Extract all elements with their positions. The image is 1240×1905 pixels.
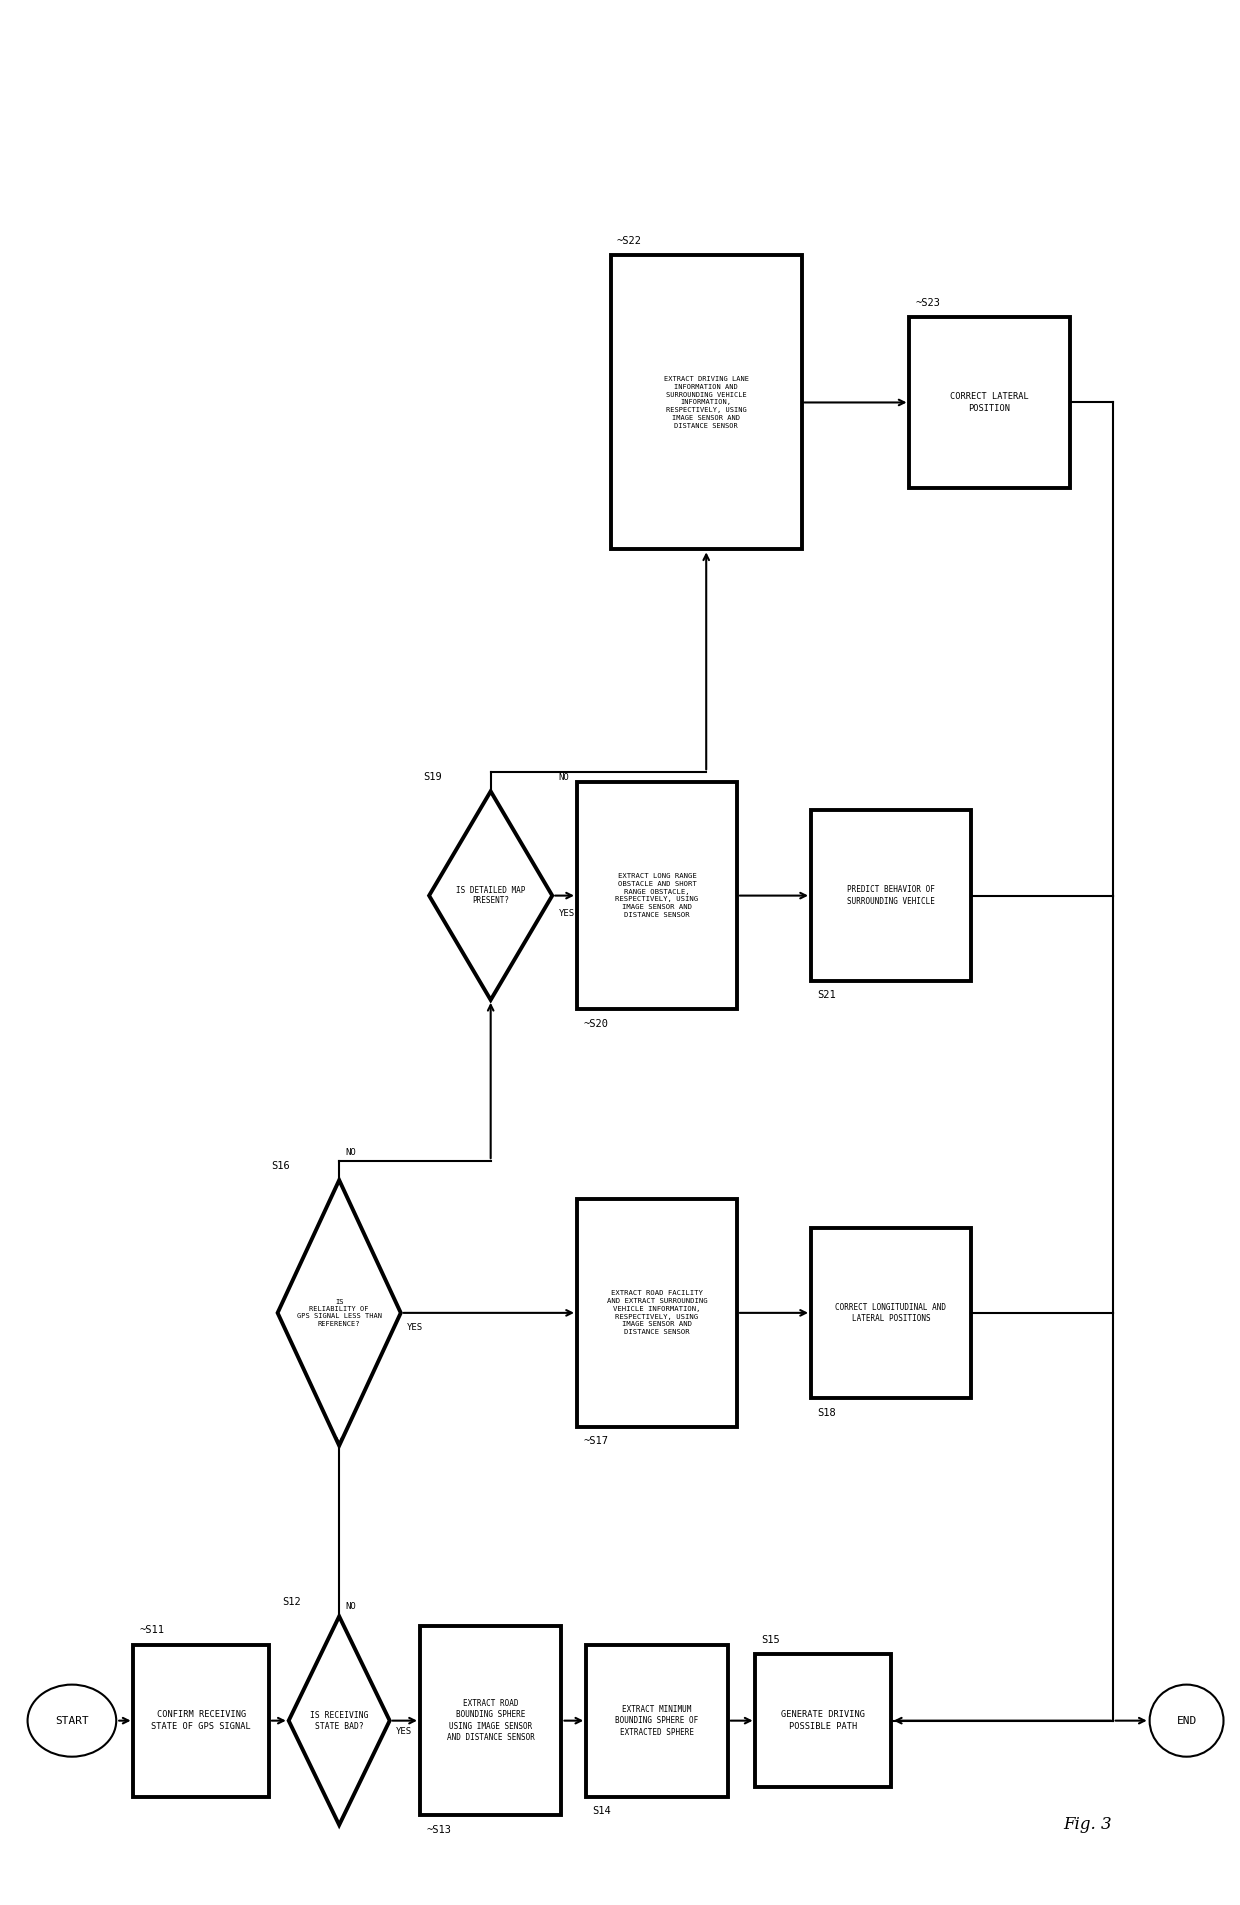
Bar	[587, 1644, 728, 1796]
Bar	[577, 1198, 737, 1427]
Text: START: START	[55, 1716, 89, 1726]
Text: ~S13: ~S13	[427, 1825, 451, 1835]
Text: EXTRACT MINIMUM
BOUNDING SPHERE OF
EXTRACTED SPHERE: EXTRACT MINIMUM BOUNDING SPHERE OF EXTRA…	[615, 1705, 698, 1737]
Text: ~S22: ~S22	[618, 236, 642, 246]
Text: IS
RELIABILITY OF
GPS SIGNAL LESS THAN
REFERENCE?: IS RELIABILITY OF GPS SIGNAL LESS THAN R…	[296, 1299, 382, 1326]
Text: EXTRACT DRIVING LANE
INFORMATION AND
SURROUNDING VEHICLE
INFORMATION,
RESPECTIVE: EXTRACT DRIVING LANE INFORMATION AND SUR…	[663, 375, 749, 429]
Bar	[811, 1227, 971, 1398]
Bar	[909, 316, 1070, 488]
Text: S12: S12	[283, 1596, 301, 1606]
Bar	[611, 255, 802, 549]
Text: NO: NO	[558, 773, 569, 781]
Text: ~S20: ~S20	[583, 1019, 608, 1029]
Text: S16: S16	[272, 1160, 290, 1170]
Text: EXTRACT ROAD
BOUNDING SPHERE
USING IMAGE SENSOR
AND DISTANCE SENSOR: EXTRACT ROAD BOUNDING SPHERE USING IMAGE…	[446, 1699, 534, 1743]
Text: S21: S21	[817, 991, 836, 1000]
Text: YES: YES	[558, 909, 574, 918]
Text: Fig. 3: Fig. 3	[1064, 1817, 1112, 1833]
Text: IS DETAILED MAP
PRESENT?: IS DETAILED MAP PRESENT?	[456, 886, 526, 905]
Text: YES: YES	[396, 1726, 412, 1735]
Text: YES: YES	[407, 1322, 423, 1332]
Text: NO: NO	[345, 1602, 356, 1610]
Text: EXTRACT LONG RANGE
OBSTACLE AND SHORT
RANGE OBSTACLE,
RESPECTIVELY, USING
IMAGE : EXTRACT LONG RANGE OBSTACLE AND SHORT RA…	[615, 872, 698, 918]
Text: ~S11: ~S11	[140, 1625, 165, 1634]
Bar	[811, 810, 971, 981]
Text: S19: S19	[423, 772, 441, 781]
Bar	[134, 1644, 269, 1796]
Text: EXTRACT ROAD FACILITY
AND EXTRACT SURROUNDING
VEHICLE INFORMATION,
RESPECTIVELY,: EXTRACT ROAD FACILITY AND EXTRACT SURROU…	[606, 1290, 707, 1335]
Text: CONFIRM RECEIVING
STATE OF GPS SIGNAL: CONFIRM RECEIVING STATE OF GPS SIGNAL	[151, 1711, 252, 1732]
Text: S14: S14	[593, 1806, 611, 1815]
Text: IS RECEIVING
STATE BAD?: IS RECEIVING STATE BAD?	[310, 1711, 368, 1730]
Text: ~S23: ~S23	[915, 297, 941, 307]
Text: ~S17: ~S17	[583, 1436, 608, 1446]
Bar	[755, 1654, 892, 1787]
Text: NO: NO	[345, 1149, 356, 1158]
Text: S18: S18	[817, 1408, 836, 1417]
Text: GENERATE DRIVING
POSSIBLE PATH: GENERATE DRIVING POSSIBLE PATH	[781, 1711, 866, 1732]
Text: S15: S15	[761, 1634, 780, 1644]
Text: CORRECT LONGITUDINAL AND
LATERAL POSITIONS: CORRECT LONGITUDINAL AND LATERAL POSITIO…	[836, 1303, 946, 1324]
Text: END: END	[1177, 1716, 1197, 1726]
Text: CORRECT LATERAL
POSITION: CORRECT LATERAL POSITION	[950, 392, 1029, 413]
Bar	[420, 1625, 562, 1815]
Bar	[577, 781, 737, 1010]
Text: PREDICT BEHAVIOR OF
SURROUNDING VEHICLE: PREDICT BEHAVIOR OF SURROUNDING VEHICLE	[847, 886, 935, 905]
